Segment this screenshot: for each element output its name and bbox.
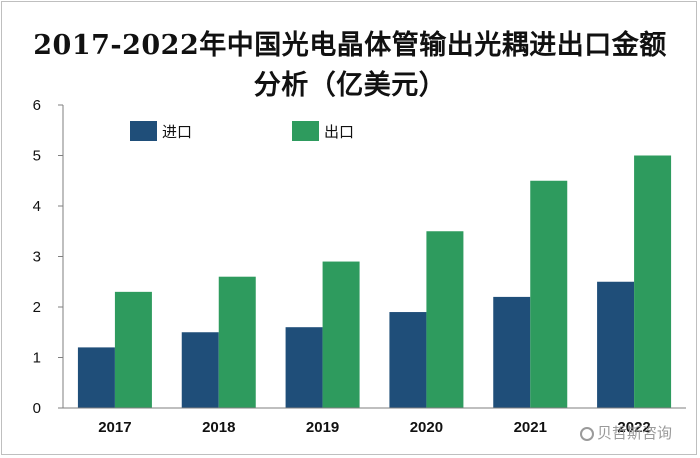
legend-swatch xyxy=(130,121,157,141)
bar-出口-2020 xyxy=(426,231,464,408)
y-tick-label: 2 xyxy=(33,299,41,316)
y-tick-label: 4 xyxy=(33,198,41,215)
bar-进口-2022 xyxy=(597,281,635,408)
bar-进口-2019 xyxy=(285,327,323,408)
bar-进口-2017 xyxy=(77,347,115,408)
y-tick-label: 0 xyxy=(33,400,41,417)
legend: 进口 出口 xyxy=(130,121,354,141)
watermark-text: 贝哲斯咨询 xyxy=(597,424,673,442)
chart-title: 2017-2022年中国光电晶体管输出光耦进出口金额 分析（亿美元） xyxy=(0,26,700,106)
weibo-icon xyxy=(580,427,594,441)
x-tick-label: 2017 xyxy=(98,419,131,436)
bar-出口-2019 xyxy=(322,261,360,408)
x-axis: 2017 2018 2019 2020 2021 2022 xyxy=(63,407,686,436)
bar-进口-2021 xyxy=(493,296,531,408)
watermark: 贝哲斯咨询 xyxy=(580,422,672,443)
chart-title-line-1: 2017-2022年中国光电晶体管输出光耦进出口金额 xyxy=(33,30,667,61)
x-tick-label: 2019 xyxy=(306,419,339,436)
legend-label: 出口 xyxy=(324,123,354,141)
bars xyxy=(77,155,672,408)
chart-title-line-2: 分析（亿美元） xyxy=(253,70,447,101)
legend-swatch xyxy=(292,121,319,141)
y-tick-label: 6 xyxy=(33,97,41,114)
bar-出口-2017 xyxy=(114,291,152,408)
y-tick-label: 5 xyxy=(33,148,41,165)
bar-进口-2018 xyxy=(181,332,219,408)
x-tick-label: 2020 xyxy=(410,419,443,436)
x-tick-label: 2022 xyxy=(617,419,650,436)
y-tick-label: 3 xyxy=(33,249,41,266)
bar-出口-2022 xyxy=(634,155,672,408)
bar-出口-2021 xyxy=(530,180,568,408)
legend-label: 进口 xyxy=(162,123,192,141)
bar-进口-2020 xyxy=(389,312,427,408)
x-tick-label: 2021 xyxy=(514,419,547,436)
y-tick-label: 1 xyxy=(33,350,41,367)
bar-出口-2018 xyxy=(218,276,256,408)
y-axis: 0 1 2 3 4 5 6 xyxy=(33,97,64,417)
x-tick-label: 2018 xyxy=(202,419,235,436)
